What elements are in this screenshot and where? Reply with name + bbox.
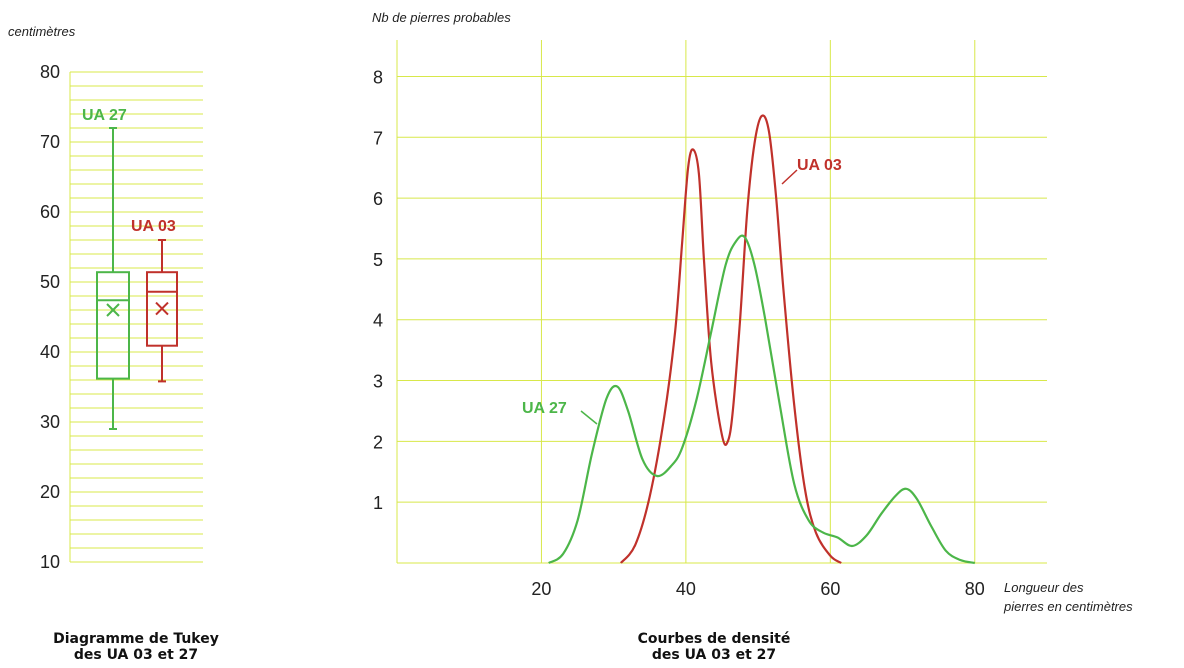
box-label-ua27: UA 27 — [82, 107, 127, 124]
box-chart-caption: Diagramme de Tukey des UA 03 et 27 — [20, 631, 252, 663]
box-label-ua03: UA 03 — [131, 218, 176, 235]
density-x-tick-label: 40 — [676, 579, 696, 599]
box-mean-marker — [106, 303, 120, 317]
density-chart-y-axis-label: Nb de pierres probables — [372, 10, 511, 25]
tukey-box-chart: 10 20 30 40 50 60 70 80 centimètres UA 27 UA 03 — [8, 24, 203, 572]
box-y-tick-label: 60 — [40, 202, 60, 222]
box-y-tick-label: 10 — [40, 552, 60, 572]
density-y-tick-label: 8 — [373, 67, 383, 87]
box-chart-grid — [69, 71, 203, 563]
density-label-ua27-leader — [580, 410, 598, 425]
density-chart-caption-line1: Courbes de densité — [637, 631, 791, 647]
box-mean-marker — [155, 301, 169, 316]
density-y-tick-label: 4 — [373, 311, 383, 331]
box-y-tick-label: 40 — [40, 342, 60, 362]
density-y-tick-label: 1 — [373, 493, 383, 513]
density-label-ua27: UA 27 — [522, 400, 567, 417]
box-y-tick-label: 50 — [40, 272, 60, 292]
density-curve-ua27 — [548, 234, 976, 565]
density-y-tick-label: 5 — [373, 250, 383, 270]
box-chart-y-ticks: 10 20 30 40 50 60 70 80 — [40, 62, 60, 572]
density-label-ua03-leader — [781, 169, 798, 185]
box-y-tick-label: 20 — [40, 482, 60, 502]
box-y-tick-label: 30 — [40, 412, 60, 432]
box-y-tick-label: 80 — [40, 62, 60, 82]
density-chart-grid — [396, 40, 1047, 564]
density-chart-caption: Courbes de densité des UA 03 et 27 — [594, 631, 834, 663]
density-chart-y-ticks: 1 2 3 4 5 6 7 8 — [373, 67, 383, 513]
box-iqr-rect — [146, 271, 178, 347]
density-chart-caption-line2: des UA 03 et 27 — [651, 647, 777, 663]
density-x-tick-label: 20 — [531, 579, 551, 599]
box-series-ua27 — [96, 127, 130, 430]
box-chart-series — [96, 127, 178, 430]
density-x-tick-label: 80 — [965, 579, 985, 599]
density-chart-x-ticks: 20 40 60 80 — [531, 579, 984, 599]
density-chart-x-axis-label-line1: Longueur des — [1004, 580, 1084, 595]
density-chart-series — [548, 114, 976, 565]
box-series-ua03 — [146, 239, 178, 383]
density-y-tick-label: 7 — [373, 128, 383, 148]
box-chart-caption-line2: des UA 03 et 27 — [73, 647, 199, 663]
density-chart: 1 2 3 4 5 6 7 8 20 40 60 80 Nb de pierres probable… — [372, 10, 1133, 614]
box-chart-y-axis-label: centimètres — [8, 24, 76, 39]
box-chart-caption-line1: Diagramme de Tukey — [53, 631, 219, 647]
box-iqr-rect — [96, 271, 130, 380]
density-y-tick-label: 2 — [373, 432, 383, 452]
density-curve-ua03 — [620, 114, 842, 564]
density-chart-x-axis-label-line2: pierres en centimètres — [1003, 599, 1133, 614]
density-label-ua03: UA 03 — [797, 157, 842, 174]
box-y-tick-label: 70 — [40, 132, 60, 152]
density-y-tick-label: 6 — [373, 189, 383, 209]
density-x-tick-label: 60 — [820, 579, 840, 599]
density-y-tick-label: 3 — [373, 372, 383, 392]
